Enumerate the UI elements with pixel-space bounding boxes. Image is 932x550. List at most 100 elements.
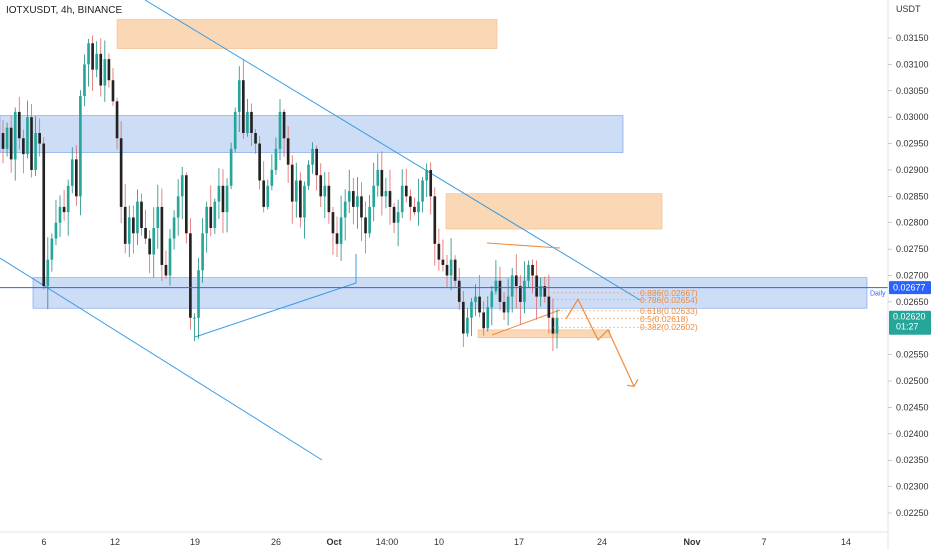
descending-trendline-lower[interactable] bbox=[0, 257, 323, 461]
price-tick-label: 0.02750 bbox=[896, 244, 929, 254]
candle-body bbox=[274, 148, 278, 170]
candle-body bbox=[70, 159, 74, 186]
candle-body bbox=[413, 206, 416, 213]
candle-body bbox=[13, 111, 17, 160]
time-tick-label: 19 bbox=[190, 537, 200, 547]
time-tick-label: 17 bbox=[514, 537, 524, 547]
candle-body bbox=[246, 111, 249, 133]
candle-body bbox=[278, 111, 282, 149]
candle-body bbox=[441, 259, 445, 265]
trendlines-layer bbox=[0, 0, 641, 461]
candle-body bbox=[136, 201, 139, 234]
candle-body bbox=[217, 185, 221, 202]
candle-body bbox=[482, 312, 486, 329]
price-axis-ticks: 0.03150 0.03100 0.03050 0.03000 0.02950 0.029… bbox=[888, 33, 929, 518]
candle-body bbox=[111, 80, 115, 102]
time-tick-label: 6 bbox=[41, 537, 46, 547]
candle-body bbox=[311, 148, 314, 165]
price-tick-label: 0.02550 bbox=[896, 350, 929, 360]
price-axis-unit: USDT bbox=[896, 4, 921, 14]
candle-body bbox=[197, 270, 200, 318]
candle-body bbox=[343, 201, 347, 218]
candle-body bbox=[250, 111, 253, 133]
candle-body bbox=[103, 59, 107, 86]
price-axis-panel[interactable] bbox=[888, 0, 932, 550]
candle-body bbox=[34, 133, 37, 170]
time-tick-label: 7 bbox=[761, 537, 766, 547]
projection-arrowhead bbox=[626, 379, 639, 387]
candle-body bbox=[474, 296, 477, 302]
candle-body bbox=[17, 111, 21, 139]
projection-line bbox=[565, 298, 635, 387]
candle-body bbox=[184, 175, 188, 234]
candle-body bbox=[189, 233, 192, 318]
support-zone bbox=[32, 277, 868, 309]
candle-body bbox=[437, 243, 441, 260]
candle-body bbox=[372, 185, 376, 207]
candle-body bbox=[156, 206, 160, 228]
candle-body bbox=[494, 280, 498, 292]
fib-label: 0.618(0.02633) bbox=[640, 306, 698, 316]
candle-body bbox=[193, 317, 196, 319]
candle-body bbox=[409, 196, 412, 207]
candle-body bbox=[453, 259, 457, 281]
candle-body bbox=[531, 264, 534, 276]
price-tick-label: 0.02450 bbox=[896, 402, 929, 412]
candle-body bbox=[527, 264, 530, 281]
candle-body bbox=[266, 185, 270, 207]
candle-body bbox=[347, 191, 351, 202]
demand-zone bbox=[477, 329, 611, 339]
triangle-upper-line[interactable] bbox=[486, 242, 561, 249]
candle-body bbox=[319, 175, 323, 197]
candle-body bbox=[1, 133, 5, 149]
candle-body bbox=[351, 191, 355, 207]
candle-body bbox=[392, 206, 396, 223]
price-tick-label: 0.02900 bbox=[896, 165, 929, 175]
candle-body bbox=[282, 111, 286, 139]
time-tick-label: 14 bbox=[841, 537, 851, 547]
candle-body bbox=[91, 43, 94, 70]
current-price-label: 0.02620 01:27 bbox=[889, 310, 931, 335]
candle-body bbox=[396, 212, 400, 223]
candle-body bbox=[380, 169, 384, 197]
supply-zone bbox=[445, 193, 663, 230]
candle-body bbox=[168, 238, 172, 276]
candle-body bbox=[148, 238, 151, 255]
candle-body bbox=[46, 259, 50, 287]
candle-body bbox=[327, 185, 331, 213]
candle-body bbox=[429, 169, 433, 197]
candle-body bbox=[445, 264, 449, 276]
price-tick-label: 0.02800 bbox=[896, 218, 929, 228]
daily-tag: Daily bbox=[870, 291, 886, 298]
wedge-line[interactable] bbox=[194, 254, 357, 338]
fib-label: 0.5(0.02618) bbox=[640, 314, 688, 324]
candle-body bbox=[555, 317, 559, 334]
candle-body bbox=[258, 143, 261, 181]
candle-body bbox=[368, 206, 371, 234]
candle-body bbox=[514, 275, 518, 287]
candle-body bbox=[303, 185, 306, 218]
candle-body bbox=[140, 201, 143, 228]
time-tick-label: 26 bbox=[271, 537, 281, 547]
descending-trendline-upper[interactable] bbox=[144, 0, 641, 301]
candle-body bbox=[172, 217, 176, 239]
candle-body bbox=[433, 196, 437, 244]
candle-body bbox=[510, 275, 514, 297]
candle-body bbox=[5, 127, 9, 149]
candle-body bbox=[470, 301, 473, 318]
candle-body bbox=[384, 191, 388, 197]
candle-body bbox=[95, 53, 99, 70]
price-tick-label: 0.03150 bbox=[896, 33, 929, 43]
price-tick-label: 0.02400 bbox=[896, 429, 929, 439]
candle-body bbox=[144, 228, 147, 239]
chart-title: IOTXUSDT, 4h, BINANCE bbox=[6, 5, 122, 16]
candle-body bbox=[478, 296, 481, 313]
candle-body bbox=[9, 127, 13, 160]
candle-body bbox=[87, 43, 90, 65]
candle-body bbox=[425, 169, 428, 181]
candle-body bbox=[307, 164, 310, 186]
svg-text:0.02677: 0.02677 bbox=[893, 283, 926, 293]
candle-body bbox=[115, 101, 119, 139]
candle-body bbox=[26, 117, 29, 155]
